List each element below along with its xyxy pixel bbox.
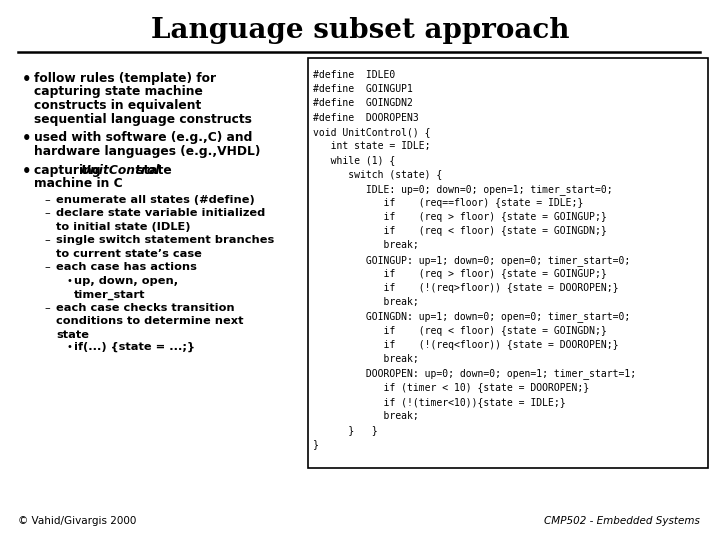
Text: •: • [66, 276, 72, 286]
Text: if(...) {state = ...;}: if(...) {state = ...;} [74, 342, 195, 352]
Text: used with software (e.g.,C) and: used with software (e.g.,C) and [34, 131, 253, 144]
Text: state: state [56, 330, 89, 340]
Text: UnitControl: UnitControl [80, 164, 160, 177]
Text: capturing state machine: capturing state machine [34, 85, 203, 98]
Text: –: – [44, 195, 50, 205]
Text: int state = IDLE;: int state = IDLE; [313, 141, 431, 151]
Text: #define  GOINGUP1: #define GOINGUP1 [313, 84, 413, 94]
Text: –: – [44, 208, 50, 218]
Text: up, down, open,: up, down, open, [74, 276, 178, 286]
Text: GOINGDN: up=1; down=0; open=0; timer_start=0;: GOINGDN: up=1; down=0; open=0; timer_sta… [313, 312, 630, 322]
Text: Language subset approach: Language subset approach [150, 17, 570, 44]
Text: break;: break; [313, 411, 419, 421]
Text: capturing: capturing [34, 164, 105, 177]
Text: •: • [66, 342, 72, 352]
Text: while (1) {: while (1) { [313, 155, 395, 165]
Text: each case checks transition: each case checks transition [56, 303, 235, 313]
Text: }: } [313, 439, 319, 449]
Text: break;: break; [313, 354, 419, 364]
Text: –: – [44, 303, 50, 313]
Text: #define  DOOROPEN3: #define DOOROPEN3 [313, 113, 419, 123]
Text: –: – [44, 235, 50, 245]
Text: break;: break; [313, 297, 419, 307]
Text: if    (req < floor) {state = GOINGDN;}: if (req < floor) {state = GOINGDN;} [313, 226, 607, 236]
Text: }   }: } } [313, 425, 377, 435]
Text: to current state’s case: to current state’s case [56, 249, 202, 259]
Text: CMP502 - Embedded Systems: CMP502 - Embedded Systems [544, 516, 700, 526]
Text: #define  IDLE0: #define IDLE0 [313, 70, 395, 80]
Text: state: state [132, 164, 172, 177]
Text: if    (req > floor) {state = GOINGUP;}: if (req > floor) {state = GOINGUP;} [313, 269, 607, 279]
Text: to initial state (IDLE): to initial state (IDLE) [56, 222, 191, 232]
Text: #define  GOINGDN2: #define GOINGDN2 [313, 98, 413, 109]
FancyBboxPatch shape [308, 58, 708, 468]
Text: constructs in equivalent: constructs in equivalent [34, 99, 202, 112]
Text: if    (!(req>floor)) {state = DOOROPEN;}: if (!(req>floor)) {state = DOOROPEN;} [313, 283, 618, 293]
Text: machine in C: machine in C [34, 177, 122, 190]
Text: •: • [22, 131, 32, 146]
Text: declare state variable initialized: declare state variable initialized [56, 208, 265, 218]
Text: –: – [44, 262, 50, 272]
Text: if    (req > floor) {state = GOINGUP;}: if (req > floor) {state = GOINGUP;} [313, 212, 607, 222]
Text: if (!(timer<10)){state = IDLE;}: if (!(timer<10)){state = IDLE;} [313, 396, 566, 407]
Text: single switch statement branches: single switch statement branches [56, 235, 274, 245]
Text: timer_start: timer_start [74, 289, 145, 300]
Text: if    (req < floor) {state = GOINGDN;}: if (req < floor) {state = GOINGDN;} [313, 326, 607, 335]
Text: if    (!(req<floor)) {state = DOOROPEN;}: if (!(req<floor)) {state = DOOROPEN;} [313, 340, 618, 350]
Text: •: • [22, 72, 32, 87]
Text: IDLE: up=0; down=0; open=1; timer_start=0;: IDLE: up=0; down=0; open=1; timer_start=… [313, 184, 613, 194]
Text: enumerate all states (#define): enumerate all states (#define) [56, 195, 255, 205]
Text: break;: break; [313, 240, 419, 251]
Text: © Vahid/Givargis 2000: © Vahid/Givargis 2000 [18, 516, 136, 526]
Text: if    (req==floor) {state = IDLE;}: if (req==floor) {state = IDLE;} [313, 198, 583, 208]
Text: void UnitControl() {: void UnitControl() { [313, 127, 431, 137]
Text: follow rules (template) for: follow rules (template) for [34, 72, 216, 85]
Text: GOINGUP: up=1; down=0; open=0; timer_start=0;: GOINGUP: up=1; down=0; open=0; timer_sta… [313, 254, 630, 266]
Text: hardware languages (e.g.,VHDL): hardware languages (e.g.,VHDL) [34, 145, 261, 158]
Text: sequential language constructs: sequential language constructs [34, 112, 252, 125]
Text: switch (state) {: switch (state) { [313, 170, 442, 179]
Text: each case has actions: each case has actions [56, 262, 197, 272]
Text: •: • [22, 164, 32, 179]
Text: DOOROPEN: up=0; down=0; open=1; timer_start=1;: DOOROPEN: up=0; down=0; open=1; timer_st… [313, 368, 636, 379]
Text: if (timer < 10) {state = DOOROPEN;}: if (timer < 10) {state = DOOROPEN;} [313, 382, 589, 393]
Text: conditions to determine next: conditions to determine next [56, 316, 243, 326]
